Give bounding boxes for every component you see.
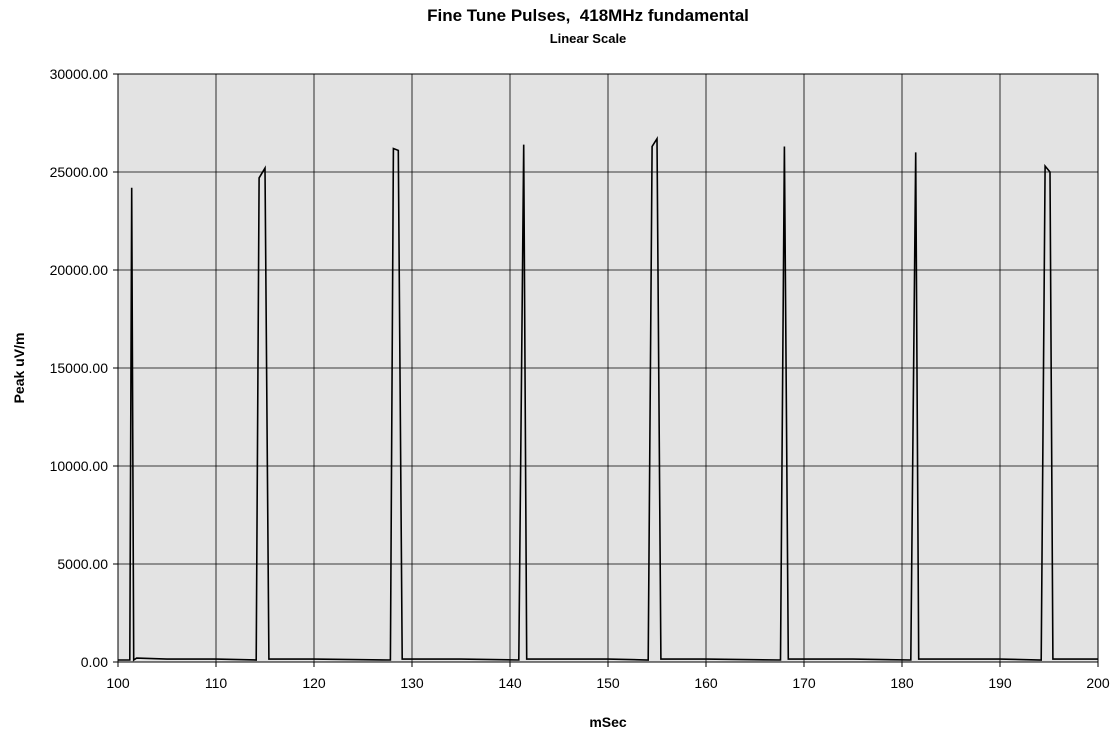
y-axis-ticks: 0.00 5000.00 10000.00 15000.00 20000.00 25000…: [50, 66, 118, 670]
x-tick-label: 140: [498, 675, 522, 691]
chart-subtitle: Linear Scale: [550, 31, 627, 46]
y-tick-label: 0.00: [81, 654, 108, 670]
y-tick-label: 15000.00: [50, 360, 109, 376]
x-tick-label: 120: [302, 675, 326, 691]
y-axis-label: Peak uV/m: [11, 333, 27, 404]
y-tick-label: 30000.00: [50, 66, 109, 82]
grid-lines: [118, 74, 1098, 662]
y-tick-label: 5000.00: [57, 556, 108, 572]
y-tick-label: 20000.00: [50, 262, 109, 278]
x-axis-label: mSec: [589, 714, 627, 730]
y-tick-label: 10000.00: [50, 458, 109, 474]
series-line: [118, 135, 1098, 662]
x-tick-label: 170: [792, 675, 816, 691]
chart-title: Fine Tune Pulses, 418MHz fundamental: [427, 6, 749, 25]
x-tick-label: 200: [1086, 675, 1110, 691]
y-tick-label: 25000.00: [50, 164, 109, 180]
series-group: [118, 135, 1098, 662]
x-tick-label: 110: [205, 675, 228, 691]
x-tick-label: 190: [988, 675, 1012, 691]
x-tick-label: 130: [400, 675, 424, 691]
x-tick-label: 160: [694, 675, 718, 691]
x-tick-label: 150: [596, 675, 620, 691]
x-tick-label: 100: [106, 675, 130, 691]
x-axis-ticks: 100 110 120 130 140 150 160 170 180 190 200: [106, 662, 1110, 691]
x-tick-label: 180: [890, 675, 914, 691]
